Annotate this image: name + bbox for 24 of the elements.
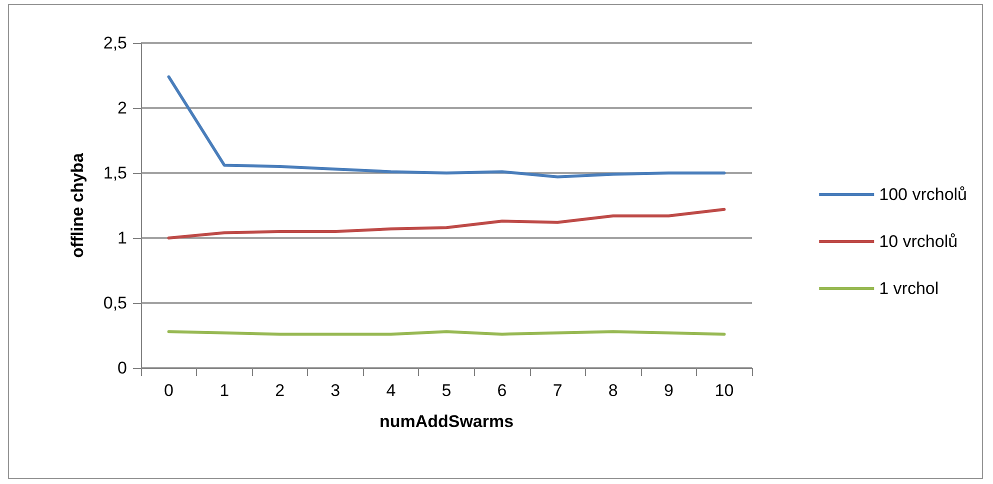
y-tick-label: 0 [118,358,127,378]
x-axis-title: numAddSwarms [379,412,514,431]
x-tick-label: 10 [714,381,734,400]
x-tick-label: 2 [275,381,285,400]
x-tick-label: 4 [386,381,396,400]
legend-label: 1 vrchol [879,279,939,298]
x-tick-label: 8 [608,381,618,400]
line-series [167,208,726,240]
y-tick-label: 2 [118,98,127,118]
y-tick-label: 1 [118,228,127,248]
x-tick-label: 3 [330,381,340,400]
x-tick-label: 6 [497,381,507,400]
legend-label: 10 vrcholů [879,232,958,251]
y-tick-label: 1,5 [103,164,127,182]
y-tick-label: 0,5 [103,294,127,312]
legend-label: 100 vrcholů [879,185,967,204]
line-series [167,75,726,178]
y-tick-label: 2,5 [103,34,127,52]
x-tick-label: 9 [664,381,674,400]
x-tick-label: 7 [552,381,562,400]
x-tick-label: 1 [220,381,230,400]
x-tick-label: 5 [442,381,452,400]
y-axis-title: offline chyba [68,152,87,258]
x-tick-label: 0 [164,381,174,400]
